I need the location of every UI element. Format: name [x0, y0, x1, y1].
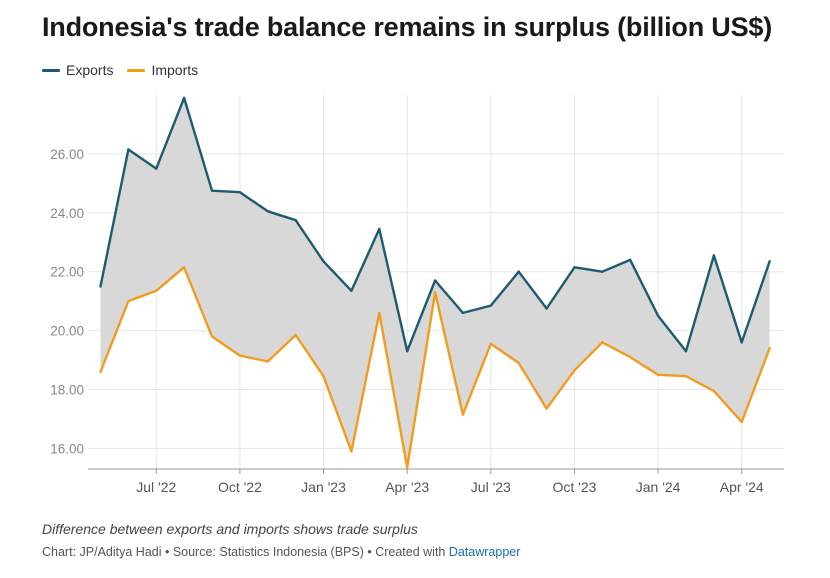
imports-point	[684, 375, 688, 378]
chart-title: Indonesia's trade balance remains in sur…	[42, 12, 773, 42]
x-tick-label: Jan '23	[301, 479, 346, 495]
exports-point	[294, 218, 297, 222]
exports-point	[182, 96, 186, 100]
exports-point	[461, 311, 465, 315]
exports-point	[266, 210, 269, 213]
imports-point	[210, 335, 214, 338]
imports-point	[629, 355, 632, 359]
x-tick-label: Jul '22	[136, 479, 176, 495]
exports-point	[210, 189, 214, 192]
exports-point	[99, 285, 102, 288]
exports-point	[378, 227, 381, 231]
x-tick-label: Oct '23	[552, 479, 596, 495]
exports-point	[740, 341, 743, 344]
imports-point	[656, 373, 660, 376]
imports-point	[322, 375, 325, 378]
exports-point	[573, 266, 576, 269]
imports-point	[294, 333, 297, 337]
legend-swatch-imports	[127, 68, 146, 72]
legend-item-exports: Exports	[42, 62, 113, 78]
y-tick-label: 18.00	[50, 382, 84, 397]
imports-point	[545, 407, 548, 410]
imports-point	[127, 299, 130, 303]
source-text: Chart: JP/Aditya Hadi • Source: Statisti…	[42, 545, 449, 559]
y-tick-label: 24.00	[50, 206, 84, 221]
y-tick-label: 20.00	[50, 324, 84, 339]
legend-item-imports: Imports	[127, 62, 198, 78]
imports-point	[155, 289, 158, 293]
x-tick-label: Jan '24	[636, 479, 681, 495]
exports-point	[684, 350, 688, 353]
imports-point	[350, 450, 353, 453]
imports-point	[740, 420, 743, 424]
legend-swatch-exports	[42, 68, 60, 72]
imports-point	[712, 389, 716, 393]
x-tick-label: Apr '24	[720, 479, 764, 495]
exports-point	[545, 307, 548, 310]
imports-point	[517, 361, 520, 365]
exports-point	[517, 270, 520, 273]
y-tick-label: 22.00	[50, 265, 84, 280]
exports-point	[350, 289, 353, 293]
imports-point	[768, 347, 771, 350]
imports-point	[405, 466, 409, 469]
exports-point	[656, 314, 660, 318]
exports-point	[768, 260, 771, 263]
exports-point	[238, 190, 242, 194]
legend: Exports Imports	[42, 62, 198, 78]
imports-point	[461, 413, 465, 416]
datawrapper-link[interactable]: Datawrapper	[448, 545, 521, 559]
exports-point	[712, 254, 716, 257]
imports-point	[266, 360, 269, 363]
imports-point	[99, 370, 102, 374]
imports-point	[238, 354, 242, 357]
imports-point	[573, 369, 576, 372]
exports-point	[489, 304, 493, 307]
exports-point	[322, 260, 325, 263]
imports-point	[378, 311, 381, 315]
imports-point	[433, 291, 437, 294]
imports-point	[489, 342, 493, 346]
exports-point	[601, 270, 604, 273]
legend-label-exports: Exports	[66, 62, 114, 78]
x-tick-label: Jul '23	[471, 479, 511, 495]
x-tick-label: Apr '23	[385, 479, 429, 495]
exports-point	[405, 350, 409, 353]
y-tick-label: 26.00	[50, 147, 84, 162]
exports-point	[127, 148, 130, 151]
chart-source: Chart: JP/Aditya Hadi • Source: Statisti…	[42, 545, 520, 559]
y-tick-label: 16.00	[50, 441, 84, 456]
x-tick-label: Oct '22	[218, 479, 262, 495]
exports-point	[433, 279, 437, 282]
legend-label-imports: Imports	[151, 62, 199, 78]
imports-point	[601, 341, 604, 344]
exports-point	[155, 167, 158, 170]
exports-point	[629, 258, 632, 262]
chart-note: Difference between exports and imports s…	[42, 521, 418, 537]
imports-point	[182, 266, 186, 269]
